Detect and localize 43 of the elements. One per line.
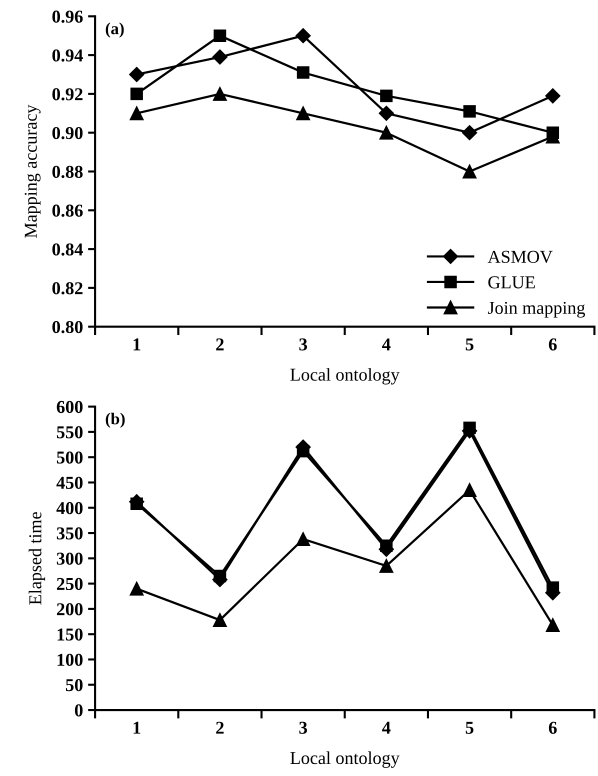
y-tick-label: 500: [56, 451, 83, 464]
y-tick-label: 400: [56, 502, 83, 514]
y-tick-label: 300: [56, 552, 83, 565]
x-tick-label: 6: [548, 338, 557, 351]
y-tick-label: 0.92: [52, 88, 82, 100]
legend-label: ASMOV: [488, 250, 553, 264]
x-axis-title: Local ontology: [290, 368, 400, 384]
y-tick-label: 0.96: [52, 10, 83, 23]
x-tick-label: 3: [299, 338, 308, 351]
y-tick-label: 250: [56, 578, 83, 590]
y-tick-label: 350: [56, 527, 83, 540]
x-tick-label: 5: [466, 722, 474, 734]
y-tick-label: 0.86: [52, 204, 83, 217]
x-tick-label: 4: [382, 722, 391, 734]
y-tick-label: 200: [56, 603, 83, 616]
legend-label: Join mapping: [488, 302, 586, 318]
y-tick-label: 0.82: [52, 282, 82, 294]
y-tick-label: 150: [58, 628, 83, 641]
y-tick-label: 450: [56, 476, 83, 489]
y-tick-label: 0.84: [52, 243, 83, 256]
y-tick-label: 0.88: [52, 166, 83, 178]
annotation: (a): [106, 22, 124, 38]
x-tick-label: 6: [548, 722, 557, 734]
x-tick-label: 1: [134, 338, 140, 350]
y-tick-label: 0.80: [52, 320, 83, 334]
y-tick-label: 550: [56, 426, 83, 438]
x-tick-label: 2: [216, 722, 224, 734]
y-axis-title: Elapsed time: [28, 512, 46, 605]
y-tick-label: 0.94: [52, 49, 83, 62]
y-tick-label: 50: [66, 679, 83, 692]
x-tick-label: 4: [382, 338, 391, 350]
y-tick-label: 0.90: [52, 126, 83, 140]
x-axis-title: Local ontology: [290, 751, 400, 768]
y-tick-label: 0: [74, 704, 83, 716]
y-tick-label: 100: [58, 654, 83, 666]
x-tick-label: 1: [134, 722, 140, 734]
x-tick-label: 2: [216, 338, 224, 350]
annotation: (b): [106, 412, 125, 428]
y-axis-title: Mapping accuracy: [24, 104, 41, 238]
y-tick-label: 600: [56, 400, 83, 414]
x-tick-label: 5: [466, 338, 474, 351]
x-tick-label: 3: [299, 722, 308, 734]
legend-label: GLUE: [488, 276, 535, 288]
